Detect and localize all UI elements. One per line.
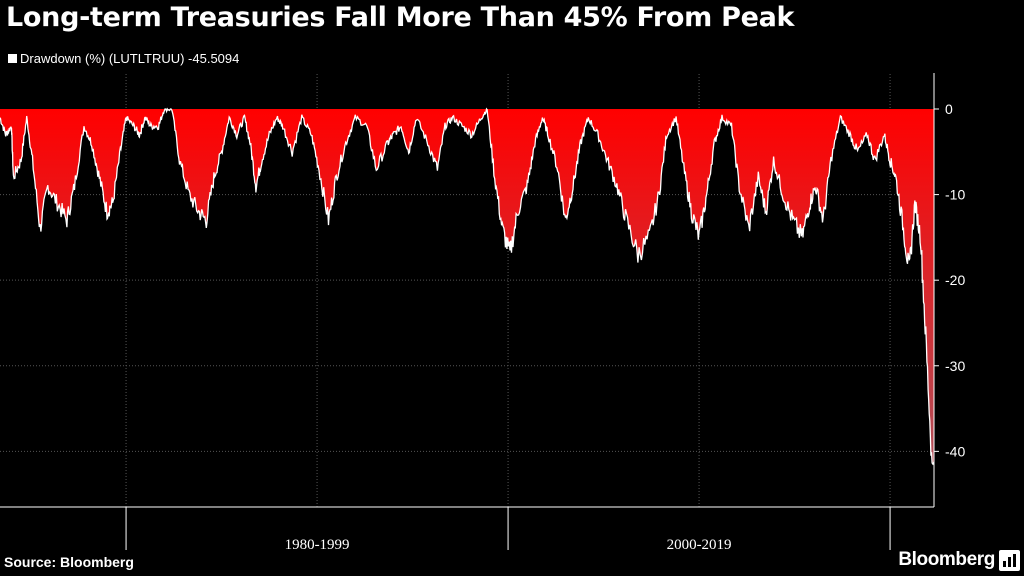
- brand-name: Bloomberg: [898, 549, 995, 570]
- drawdown-line: [0, 107, 935, 466]
- y-tick-label: -30: [945, 358, 965, 374]
- axes: [0, 73, 935, 508]
- y-tick-label: -10: [945, 187, 965, 203]
- legend-swatch: [8, 54, 17, 63]
- y-tick-label: -20: [945, 272, 965, 288]
- source-note: Source: Bloomberg: [4, 554, 134, 570]
- x-group-label: 2000-2019: [667, 537, 732, 553]
- y-tick-label: -40: [945, 443, 965, 459]
- bloomberg-terminal-icon: [999, 549, 1020, 571]
- legend-label: Drawdown (%) (LUTLTRUU) -45.5094: [20, 51, 240, 66]
- chart-title: Long-term Treasuries Fall More Than 45% …: [6, 2, 795, 33]
- y-tick-label: 0: [945, 101, 953, 117]
- x-axis-groups: 1980-1999 2000-2019: [125, 507, 891, 553]
- legend: Drawdown (%) (LUTLTRUU) -45.5094: [8, 51, 239, 66]
- brand-logo: Bloomberg: [898, 549, 1020, 571]
- x-group-label: 1980-1999: [285, 537, 350, 553]
- y-axis-ticks: 0 -10 -20 -30 -40: [934, 101, 965, 459]
- drawdown-area: [0, 109, 934, 465]
